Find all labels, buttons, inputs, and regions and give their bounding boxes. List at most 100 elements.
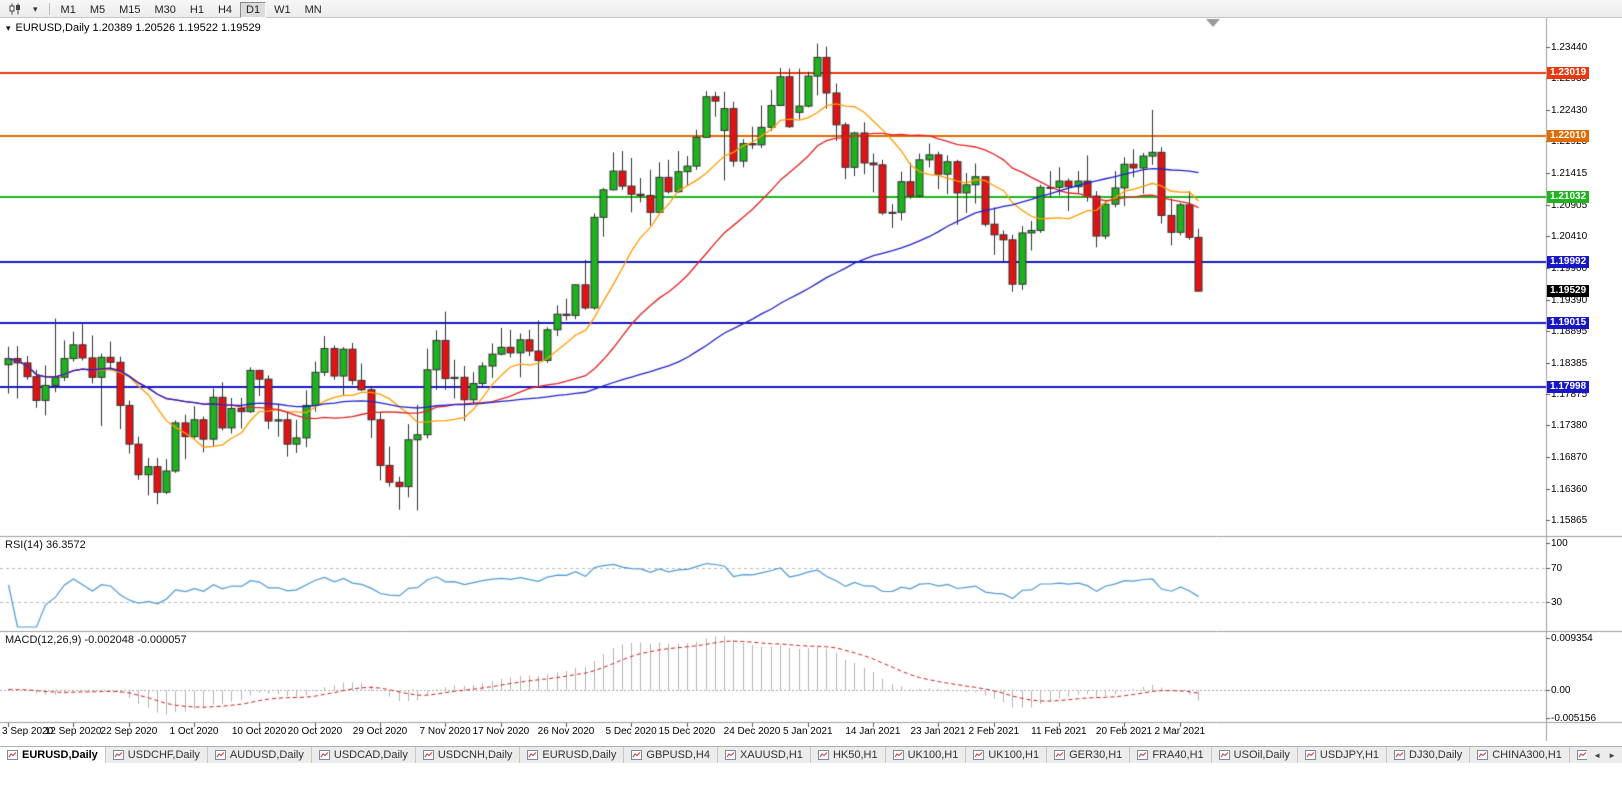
chart-tab-icon <box>973 750 985 760</box>
date-axis-label: 17 Nov 2020 <box>472 726 530 737</box>
chart-tab-icon <box>631 750 643 760</box>
chart-tab-label: AUDUSD,Daily <box>229 749 304 761</box>
chart-tab-icon <box>1394 750 1406 760</box>
chart-tab-usdcad-daily[interactable]: USDCAD,Daily <box>312 747 416 763</box>
chart-tab-xauusd-h1[interactable]: XAUUSD,H1 <box>718 747 811 763</box>
chart-tab-icon <box>214 750 226 760</box>
date-axis-label: 10 Oct 2020 <box>231 726 287 737</box>
price-axis-tick: 1.19390 <box>1551 294 1588 306</box>
chart-tab-bar: EURUSD,Daily USDCHF,Daily AUDUSD,Daily USDC… <box>0 746 1622 763</box>
chart-tab-usoil-daily[interactable]: USOil,Daily <box>1212 747 1298 763</box>
price-axis-tick: 1.19900 <box>1551 262 1588 274</box>
date-axis-label: 24 Dec 2020 <box>723 726 781 737</box>
chart-tab-icon <box>817 750 829 760</box>
chart-tab-label: FRA40,H1 <box>1152 749 1204 761</box>
chart-tab-china300-h1[interactable]: CHINA300,H1 <box>1470 747 1570 763</box>
chart-tab-icon <box>422 750 434 760</box>
price-axis-tick: 1.17380 <box>1551 420 1588 432</box>
macd-axis-tick: -0.005156 <box>1551 713 1597 724</box>
date-axis-label: 2 Feb 2021 <box>968 726 1020 737</box>
rsi-axis-tick: 30 <box>1551 596 1563 608</box>
price-axis-tick: 1.23440 <box>1551 41 1588 53</box>
chart-tab-uk100-h1[interactable]: UK100,H1 <box>886 747 967 763</box>
chart-tab-label: GBPUSD,H4 <box>646 749 710 761</box>
chart-tab-usdchf-daily[interactable]: USDCHF,Daily <box>106 747 208 763</box>
tab-scroll-right-button[interactable]: ► <box>1608 750 1616 760</box>
price-axis-tick: 1.18385 <box>1551 357 1588 369</box>
timeframe-button-m5[interactable]: M5 <box>89 3 106 16</box>
chart-symbol-header: ▾ EURUSD,Daily 1.20389 1.20526 1.19522 1… <box>6 22 261 34</box>
date-axis-label: 7 Nov 2020 <box>419 726 471 737</box>
chart-tab-icon <box>112 750 124 760</box>
chart-type-dropdown[interactable]: ▾ <box>29 2 42 16</box>
chart-tab-usdcnh-daily[interactable]: USDCNH,Daily <box>416 747 521 763</box>
rsi-indicator-label: RSI(14) 36.3572 <box>5 539 86 551</box>
chart-tab-eurusd-daily[interactable]: EURUSD,Daily <box>0 747 106 763</box>
tab-scroll-left-button[interactable]: ◄ <box>1593 750 1602 760</box>
rsi-axis-tick: 70 <box>1551 563 1563 575</box>
chart-tab-ger30-h1[interactable]: GER30,H1 <box>1047 747 1131 763</box>
price-level-badge: 1.21032 <box>1547 191 1590 204</box>
price-axis-tick: 1.15865 <box>1551 515 1588 527</box>
chart-ohlc-text: EURUSD,Daily 1.20389 1.20526 1.19522 1.1… <box>15 22 261 34</box>
chart-tab-uk100-h1[interactable]: UK100,H1 <box>966 747 1048 763</box>
chart-tab-audusd-daily[interactable]: AUDUSD,Daily <box>208 747 312 763</box>
chart-tab-usoil-h1[interactable]: USOil,H1 <box>1570 747 1588 763</box>
price-axis-tick: 1.17875 <box>1551 389 1588 401</box>
chart-tab-label: UK100,H1 <box>907 749 959 761</box>
chart-tab-fra40-h1[interactable]: FRA40,H1 <box>1130 747 1212 763</box>
chart-tab-icon <box>724 750 736 760</box>
chart-tab-eurusd-daily[interactable]: EURUSD,Daily <box>520 747 625 763</box>
date-axis-label: 14 Jan 2021 <box>845 726 901 737</box>
date-axis-label: 5 Jan 2021 <box>783 726 833 737</box>
price-axis-tick: 1.16360 <box>1551 484 1588 496</box>
chart-tab-label: USDCHF,Daily <box>127 749 200 761</box>
chart-tab-dj30-daily[interactable]: DJ30,Daily <box>1387 747 1471 763</box>
timeframe-toolbar: ▾ M1 M5 M15 M30 H1 H4 D1 W1 MN <box>0 0 1622 18</box>
timeframe-button-h1[interactable]: H1 <box>189 3 204 16</box>
chart-tab-label: UK100,H1 <box>988 749 1040 761</box>
date-axis-label: 23 Jan 2021 <box>910 726 966 737</box>
date-axis-label: 22 Sep 2020 <box>100 726 158 737</box>
timeframe-button-mn[interactable]: MN <box>304 3 322 16</box>
date-axis-label: 15 Dec 2020 <box>658 726 716 737</box>
price-axis-tick: 1.22430 <box>1551 104 1588 116</box>
current-price-badge: 1.19529 <box>1547 285 1590 298</box>
chart-type-button[interactable] <box>4 1 27 17</box>
price-axis-tick: 1.21415 <box>1551 168 1588 180</box>
chart-tab-label: XAUUSD,H1 <box>739 749 803 761</box>
timeframe-button-m1[interactable]: M1 <box>60 3 76 16</box>
price-axis-tick: 1.20905 <box>1551 200 1588 212</box>
date-axis-label: 3 Sep 2020 <box>2 726 54 737</box>
timeframe-button-h4[interactable]: H4 <box>217 3 233 16</box>
price-axis-tick: 1.18895 <box>1551 325 1588 337</box>
chart-tab-icon <box>1054 750 1066 760</box>
chart-tab-icon <box>1477 750 1489 760</box>
date-axis-label: 20 Oct 2020 <box>287 726 343 737</box>
chart-tab-icon <box>1218 750 1230 760</box>
date-axis-label: 2 Mar 2021 <box>1154 726 1206 737</box>
price-level-badge: 1.23019 <box>1547 67 1590 80</box>
chart-tab-hk50-h1[interactable]: HK50,H1 <box>811 747 886 763</box>
chart-tab-label: GER30,H1 <box>1069 749 1123 761</box>
date-axis-label: 1 Oct 2020 <box>169 726 219 737</box>
date-axis-label: 29 Oct 2020 <box>352 726 408 737</box>
chart-tab-label: CHINA300,H1 <box>1492 749 1562 761</box>
chart-tab-usdjpy-h1[interactable]: USDJPY,H1 <box>1298 747 1388 763</box>
date-axis-label: 26 Nov 2020 <box>537 726 595 737</box>
chart-tab-gbpusd-h4[interactable]: GBPUSD,H4 <box>624 747 718 763</box>
macd-axis-tick: 0.009354 <box>1551 633 1593 644</box>
timeframe-button-m30[interactable]: M30 <box>154 3 176 16</box>
chart-tab-icon <box>7 750 18 760</box>
chart-tab-label: HK50,H1 <box>832 749 878 761</box>
timeframe-button-m15[interactable]: M15 <box>119 3 141 16</box>
chart-tab-label: DJ30,Daily <box>1409 749 1463 761</box>
timeframe-button-d1[interactable]: D1 <box>240 1 267 18</box>
chart-tab-label: USDCAD,Daily <box>333 749 408 761</box>
timeframe-button-w1[interactable]: W1 <box>274 3 291 16</box>
date-axis-label: 11 Feb 2021 <box>1031 726 1087 737</box>
chart-tab-icon <box>1304 750 1316 760</box>
